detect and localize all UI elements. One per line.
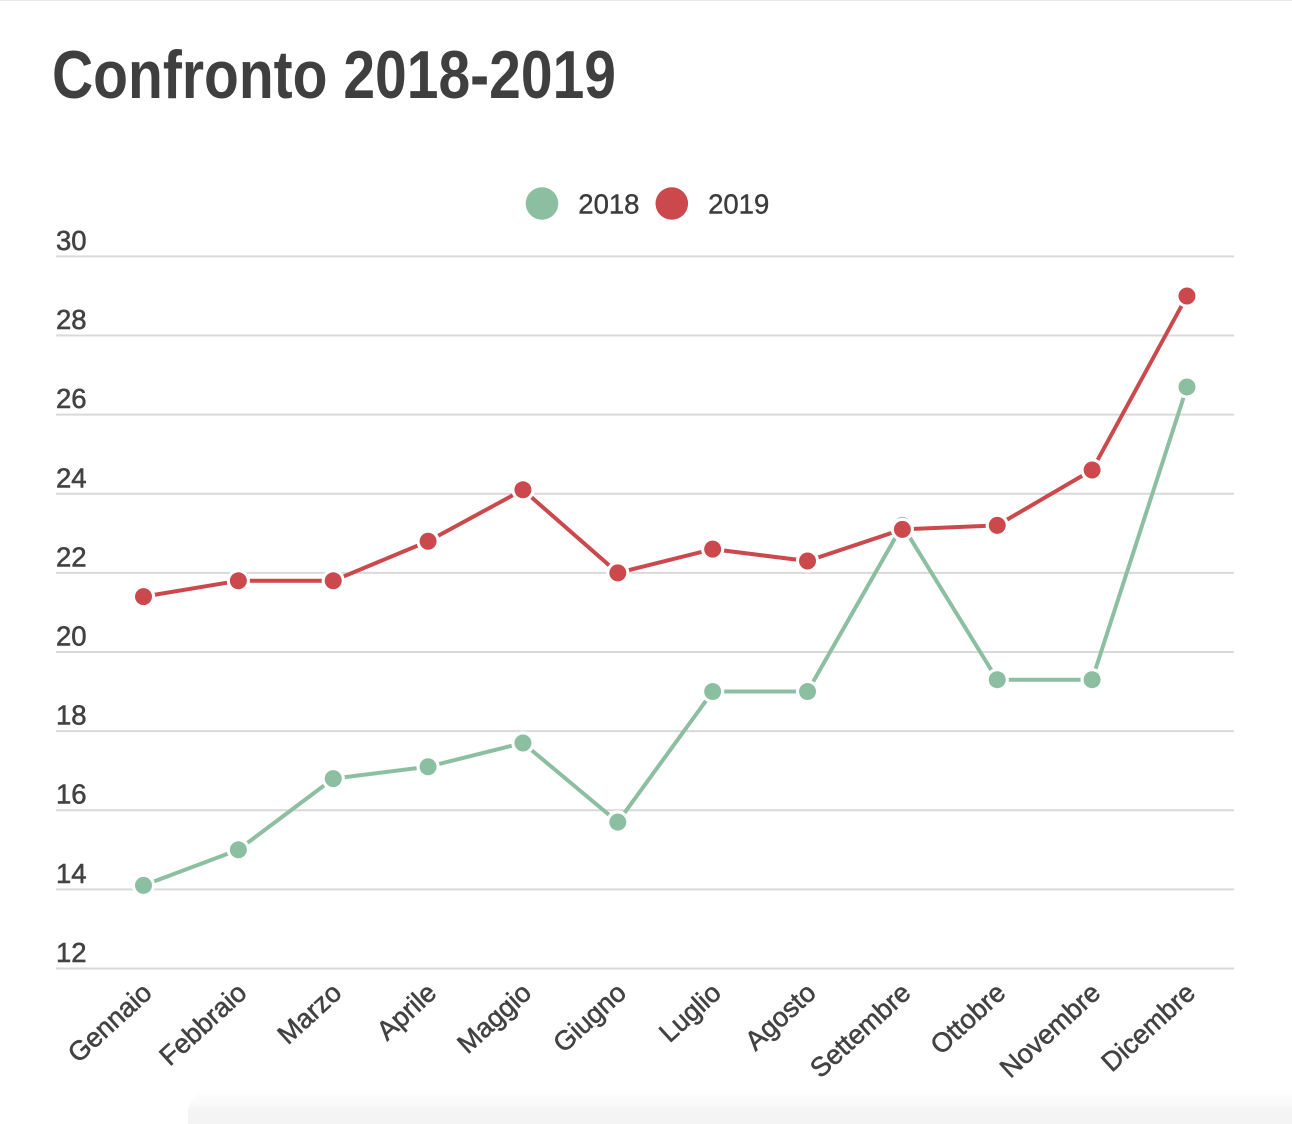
series-2018-point-gennaio (135, 876, 152, 894)
series-2018-point-luglio (704, 683, 722, 701)
x-axis-label-dicembre: Dicembre (1096, 977, 1201, 1077)
series-2019-point-luglio (704, 540, 722, 558)
series-2019-point-giugno (609, 564, 627, 582)
x-axis-label-agosto: Agosto (739, 977, 821, 1056)
legend-marker-2019 (655, 187, 689, 220)
chart-title: Confronto 2018-2019 (52, 37, 616, 113)
y-axis-label-28: 28 (56, 304, 87, 335)
legend-label-2018: 2018 (578, 189, 639, 220)
x-axis-label-novembre: Novembre (994, 977, 1106, 1083)
series-2018-point-giugno (609, 813, 627, 831)
chart-legend: 2018 2019 (525, 187, 769, 220)
series-2018-line (142, 386, 1189, 888)
grid-layer: 30 28 26 24 22 20 18 16 14 12 (56, 225, 1234, 970)
y-axis-label-30: 30 (56, 225, 87, 256)
y-axis-label-20: 20 (56, 621, 87, 652)
legend-label-2019: 2019 (708, 189, 769, 220)
series-layer (131, 284, 1199, 898)
legend-marker-2018 (525, 187, 559, 220)
series-2018-point-marzo (324, 770, 342, 788)
series-2018-point-ottobre (988, 671, 1006, 689)
series-2019-line (143, 295, 1189, 599)
series-2018-point-aprile (419, 758, 437, 776)
series-2019-point-dicembre (1178, 287, 1196, 305)
x-axis-label-luglio: Luglio (653, 977, 726, 1048)
y-axis-label-24: 24 (56, 462, 87, 493)
series-2019-point-agosto (799, 552, 817, 570)
x-axis-label-febbraio: Febbraio (154, 977, 253, 1071)
x-axis-label-giugno: Giugno (547, 977, 631, 1058)
y-axis-label-14: 14 (56, 858, 87, 889)
y-axis-label-12: 12 (56, 937, 87, 968)
series-2019-point-ottobre (988, 516, 1006, 534)
card-top-border (0, 0, 1292, 1)
series-2019-point-maggio (514, 481, 532, 499)
series-2018-point-dicembre (1178, 378, 1196, 396)
series-2018-point-maggio (514, 734, 532, 752)
series-2019-point-marzo (324, 572, 342, 590)
x-axis-label-aprile: Aprile (371, 977, 442, 1046)
y-axis-label-22: 22 (56, 541, 87, 572)
x-axis-label-settembre: Settembre (804, 977, 916, 1083)
x-axis-label-marzo: Marzo (272, 977, 348, 1050)
series-2019-point-settembre (893, 520, 911, 538)
series-2019-point-febbraio (229, 572, 247, 590)
x-axis-label-maggio: Maggio (451, 977, 537, 1059)
x-axis-label-ottobre: Ottobre (925, 977, 1012, 1060)
x-axis-label-gennaio: Gennaio (62, 977, 158, 1068)
next-section-edge (188, 1090, 1292, 1124)
series-2018-point-agosto (799, 683, 817, 701)
series-2019-point-novembre (1083, 461, 1101, 479)
series-2019-point-aprile (419, 532, 437, 550)
y-axis-label-18: 18 (56, 700, 87, 731)
series-2018-point-febbraio (229, 841, 247, 859)
y-axis-label-26: 26 (56, 383, 87, 414)
y-axis-label-16: 16 (56, 779, 87, 810)
series-2019-point-gennaio (135, 588, 152, 606)
series-2018-point-novembre (1083, 671, 1101, 689)
